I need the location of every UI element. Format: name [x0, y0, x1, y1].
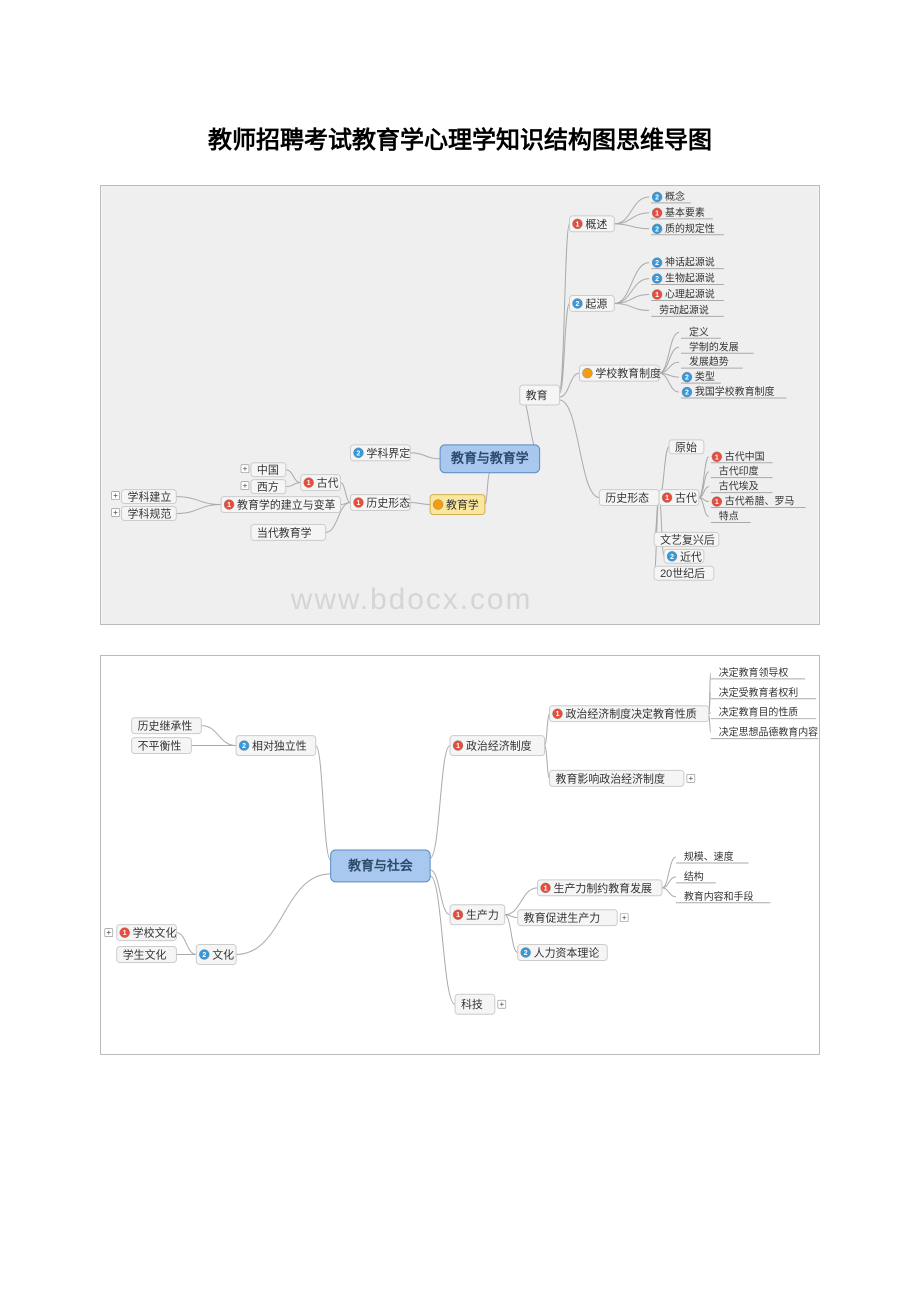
svg-text:1: 1 — [556, 711, 560, 718]
svg-text:2: 2 — [524, 950, 528, 957]
svg-text:教育影响政治经济制度: 教育影响政治经济制度 — [556, 771, 665, 785]
svg-text:决定思想品德教育内容: 决定思想品德教育内容 — [719, 726, 818, 739]
svg-text:www.bdocx.com: www.bdocx.com — [290, 583, 533, 616]
svg-text:2: 2 — [670, 554, 674, 561]
svg-text:2: 2 — [242, 743, 246, 750]
svg-text:古代希腊、罗马: 古代希腊、罗马 — [725, 495, 795, 508]
svg-text:教育内容和手段: 教育内容和手段 — [684, 890, 754, 903]
document-page: 教师招聘考试教育学心理学知识结构图思维导图 教育与教育学 教育教育学 1 概述 2 起源学… — [0, 0, 920, 1285]
svg-text:原始: 原始 — [675, 440, 697, 454]
svg-text:不平衡性: 不平衡性 — [138, 739, 182, 753]
svg-text:古代: 古代 — [317, 477, 339, 490]
svg-text:质的规定性: 质的规定性 — [665, 222, 715, 235]
svg-text:2: 2 — [685, 390, 689, 397]
svg-text:神话起源说: 神话起源说 — [665, 256, 715, 269]
svg-text:1: 1 — [544, 885, 548, 892]
svg-text:1: 1 — [715, 499, 719, 506]
svg-text:学校文化: 学校文化 — [133, 926, 177, 940]
svg-text:科技: 科技 — [461, 997, 483, 1011]
svg-text:教育学的建立与变革: 教育学的建立与变革 — [237, 498, 335, 512]
svg-text:决定教育领导权: 决定教育领导权 — [719, 666, 789, 679]
svg-text:学生文化: 学生文化 — [123, 947, 167, 961]
svg-text:2: 2 — [655, 226, 659, 233]
svg-text:相对独立性: 相对独立性 — [252, 739, 307, 753]
mindmap-diagram-1: 教育与教育学教育教育学1概述2起源学校教育制度历史形态2学科界定1历史形态当代教… — [100, 185, 820, 625]
svg-text:规模、速度: 规模、速度 — [684, 850, 734, 863]
svg-text:2: 2 — [655, 260, 659, 267]
svg-text:类型: 类型 — [695, 370, 715, 383]
svg-text:1: 1 — [456, 743, 460, 750]
svg-text:学校教育制度: 学校教育制度 — [595, 366, 661, 380]
svg-text:1: 1 — [456, 912, 460, 919]
svg-text:学制的发展: 学制的发展 — [689, 340, 739, 353]
svg-text:历史形态: 历史形态 — [366, 497, 410, 510]
svg-text:人力资本理论: 人力资本理论 — [534, 945, 600, 959]
svg-text:1: 1 — [576, 221, 580, 228]
svg-text:教育与社会: 教育与社会 — [347, 858, 413, 873]
svg-text:我国学校教育制度: 我国学校教育制度 — [695, 385, 775, 398]
svg-text:2: 2 — [576, 301, 580, 308]
svg-text:近代: 近代 — [680, 550, 702, 563]
svg-text:1: 1 — [123, 930, 127, 937]
svg-text:古代: 古代 — [675, 492, 697, 505]
svg-text:古代埃及: 古代埃及 — [719, 480, 759, 493]
svg-text:教育学: 教育学 — [446, 498, 479, 512]
svg-text:结构: 结构 — [684, 870, 704, 883]
svg-text:2: 2 — [357, 450, 361, 457]
svg-text:当代教育学: 当代教育学 — [257, 525, 312, 539]
svg-text:决定教育目的性质: 决定教育目的性质 — [719, 706, 799, 719]
svg-text:1: 1 — [715, 454, 719, 461]
svg-text:2: 2 — [655, 194, 659, 201]
svg-text:文化: 文化 — [212, 947, 234, 961]
svg-text:西方: 西方 — [257, 480, 279, 494]
svg-text:1: 1 — [357, 500, 361, 507]
svg-text:决定受教育者权利: 决定受教育者权利 — [719, 686, 799, 699]
svg-text:1: 1 — [307, 480, 311, 487]
svg-text:文艺复兴后: 文艺复兴后 — [660, 532, 715, 546]
svg-text:教育与教育学: 教育与教育学 — [450, 451, 529, 466]
svg-text:生产力制约教育发展: 生产力制约教育发展 — [554, 881, 652, 895]
svg-text:学科界定: 学科界定 — [366, 446, 410, 460]
svg-text:2: 2 — [202, 952, 206, 959]
svg-text:教育: 教育 — [526, 388, 548, 402]
svg-text:历史形态: 历史形态 — [605, 492, 649, 505]
svg-text:基本要素: 基本要素 — [665, 206, 705, 219]
svg-text:发展趋势: 发展趋势 — [689, 355, 729, 368]
svg-text:定义: 定义 — [689, 325, 709, 338]
svg-text:历史继承性: 历史继承性 — [138, 719, 193, 733]
mindmap-diagram-2: 教育与社会 1 政治经济制度 1 生产力科技 2 相对独立性 2 文化 1 学校文化学生文化 历史继承… — [100, 655, 820, 1055]
svg-text:学科规范: 学科规范 — [128, 506, 172, 520]
svg-text:学科建立: 学科建立 — [128, 490, 172, 504]
svg-text:政治经济制度决定教育性质: 政治经济制度决定教育性质 — [565, 707, 696, 721]
svg-text:政治经济制度: 政治经济制度 — [466, 739, 532, 753]
svg-text:1: 1 — [655, 210, 659, 217]
svg-text:2: 2 — [655, 276, 659, 283]
svg-text:20世纪后: 20世纪后 — [660, 567, 705, 580]
svg-text:劳动起源说: 劳动起源说 — [659, 303, 709, 316]
svg-text:中国: 中国 — [257, 464, 279, 477]
svg-text:1: 1 — [655, 292, 659, 299]
svg-text:起源: 起源 — [585, 296, 607, 310]
svg-text:心理起源说: 心理起源说 — [665, 287, 715, 300]
svg-text:生物起源说: 生物起源说 — [665, 272, 715, 285]
svg-text:古代中国: 古代中国 — [725, 450, 765, 463]
svg-text:2: 2 — [685, 375, 689, 382]
svg-text:教育促进生产力: 教育促进生产力 — [524, 911, 601, 925]
svg-text:概述: 概述 — [585, 218, 607, 231]
svg-text:古代印度: 古代印度 — [719, 465, 759, 478]
svg-text:特点: 特点 — [719, 510, 739, 522]
svg-text:生产力: 生产力 — [466, 908, 499, 922]
svg-text:1: 1 — [227, 502, 231, 509]
page-title: 教师招聘考试教育学心理学知识结构图思维导图 — [100, 120, 820, 155]
svg-text:概念: 概念 — [665, 190, 685, 203]
svg-text:1: 1 — [665, 495, 669, 502]
